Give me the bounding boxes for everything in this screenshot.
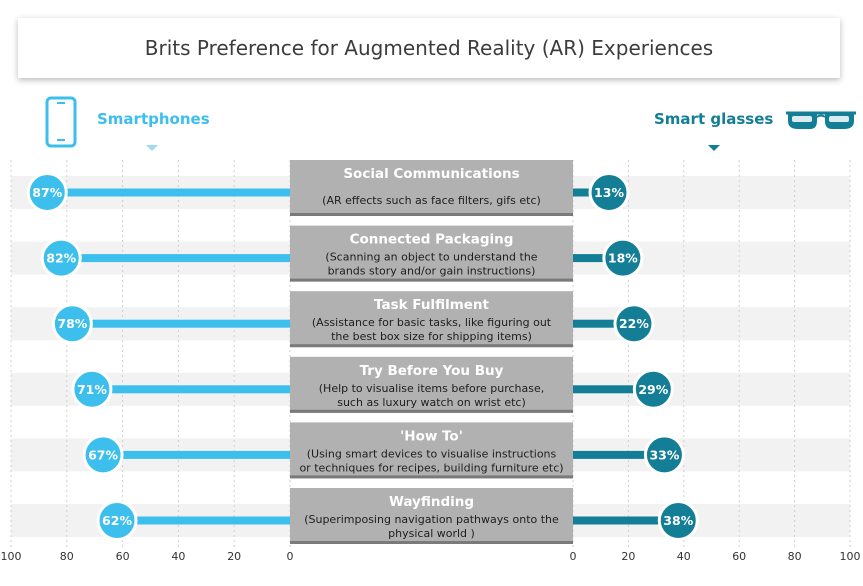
category-description: (Using smart devices to visualise instru… xyxy=(307,447,557,460)
category-box-underline xyxy=(290,541,573,544)
bar-smartphones xyxy=(72,319,290,328)
data-label-smart-glasses: 33% xyxy=(649,447,679,462)
bar-smart-glasses xyxy=(573,516,679,525)
category-description: physical world ) xyxy=(388,527,475,540)
category-title: 'How To' xyxy=(400,428,463,444)
right-axis-tick-label: 100 xyxy=(840,550,861,563)
legend-smart-glasses: Smart glasses xyxy=(654,110,774,128)
category-description: brands story and/or gain instructions) xyxy=(328,265,536,278)
category-box xyxy=(290,422,573,479)
bar-end-smartphones xyxy=(71,368,113,410)
left-axis-tick-label: 100 xyxy=(1,550,22,563)
category-box xyxy=(290,356,573,413)
category-box-underline xyxy=(290,475,573,479)
data-label-smartphones: 87% xyxy=(32,185,62,200)
category-title: Try Before You Buy xyxy=(360,363,504,379)
category-box xyxy=(290,488,573,544)
data-label-smart-glasses: 29% xyxy=(638,382,668,397)
right-axis-tick-label: 0 xyxy=(570,550,577,563)
category-description: (AR effects such as face filters, gifs e… xyxy=(322,194,541,207)
data-label-smart-glasses: 22% xyxy=(619,316,649,331)
bar-end-smart-glasses xyxy=(657,500,699,541)
bar-end-smartphones xyxy=(51,303,93,345)
category-description: (Assistance for basic tasks, like figuri… xyxy=(312,316,552,329)
bar-end-smartphones xyxy=(96,500,138,541)
chart-title: Brits Preference for Augmented Reality (… xyxy=(144,36,714,60)
category-description: or techniques for recipes, building furn… xyxy=(299,461,563,474)
left-axis-tick-label: 20 xyxy=(227,550,241,563)
category-box-underline xyxy=(290,409,573,413)
category-box xyxy=(290,291,573,348)
bar-end-smart-glasses xyxy=(613,303,655,345)
data-label-smart-glasses: 18% xyxy=(608,251,638,266)
category-box-underline xyxy=(290,344,573,348)
data-label-smart-glasses: 38% xyxy=(663,513,693,528)
smartphone-icon xyxy=(45,96,77,148)
bar-smart-glasses xyxy=(573,385,654,394)
right-axis-tick-label: 20 xyxy=(621,550,635,563)
category-description: (Scanning an object to understand the xyxy=(325,251,537,264)
bar-smart-glasses xyxy=(573,450,665,459)
bar-end-smartphones xyxy=(40,237,82,279)
bar-smartphones xyxy=(91,385,290,394)
category-box xyxy=(290,225,573,282)
bar-smart-glasses xyxy=(573,319,634,328)
category-box-underline xyxy=(290,213,573,216)
category-description: (Superimposing navigation pathways onto … xyxy=(304,513,559,526)
category-box-underline xyxy=(290,278,573,282)
category-description: such as luxury watch on wrist etc) xyxy=(337,396,526,409)
left-axis-tick-label: 0 xyxy=(287,550,294,563)
bar-end-smart-glasses xyxy=(643,434,685,476)
category-title: Social Communications xyxy=(343,166,519,182)
category-description: (Help to visualise items before purchase… xyxy=(319,382,545,395)
right-axis-tick-label: 80 xyxy=(788,550,802,563)
bar-end-smartphones xyxy=(82,434,124,476)
bar-end-smartphones xyxy=(26,172,68,213)
chart-title-card: Brits Preference for Augmented Reality (… xyxy=(18,18,840,78)
category-title: Connected Packaging xyxy=(350,232,514,248)
category-box xyxy=(290,160,573,216)
data-label-smartphones: 67% xyxy=(88,447,118,462)
smart-glasses-icon xyxy=(786,111,856,129)
category-title: Task Fulfilment xyxy=(374,297,490,313)
category-description: the best box size for shipping items) xyxy=(331,330,532,343)
data-label-smartphones: 62% xyxy=(102,513,132,528)
bar-end-smart-glasses xyxy=(588,172,630,213)
bar-smart-glasses xyxy=(573,254,623,263)
legend-smartphones: Smartphones xyxy=(97,110,210,128)
bar-end-smart-glasses xyxy=(632,368,674,410)
left-axis-tick-label: 60 xyxy=(116,550,130,563)
bar-smartphones xyxy=(47,188,290,197)
right-axis-tick-label: 60 xyxy=(732,550,746,563)
data-label-smart-glasses: 13% xyxy=(594,185,624,200)
right-axis-tick-label: 40 xyxy=(677,550,691,563)
category-title: Wayfinding xyxy=(389,494,474,510)
legend-smartphones-marker xyxy=(146,145,158,151)
bar-smartphones xyxy=(103,450,290,459)
data-label-smartphones: 78% xyxy=(57,316,87,331)
legend-smart-glasses-marker xyxy=(708,145,720,151)
bar-smartphones xyxy=(61,254,290,263)
data-label-smartphones: 82% xyxy=(46,251,76,266)
data-label-smartphones: 71% xyxy=(77,382,107,397)
left-axis-tick-label: 40 xyxy=(171,550,185,563)
left-axis-tick-label: 80 xyxy=(60,550,74,563)
bar-end-smart-glasses xyxy=(602,237,644,279)
bar-smartphones xyxy=(117,516,291,525)
